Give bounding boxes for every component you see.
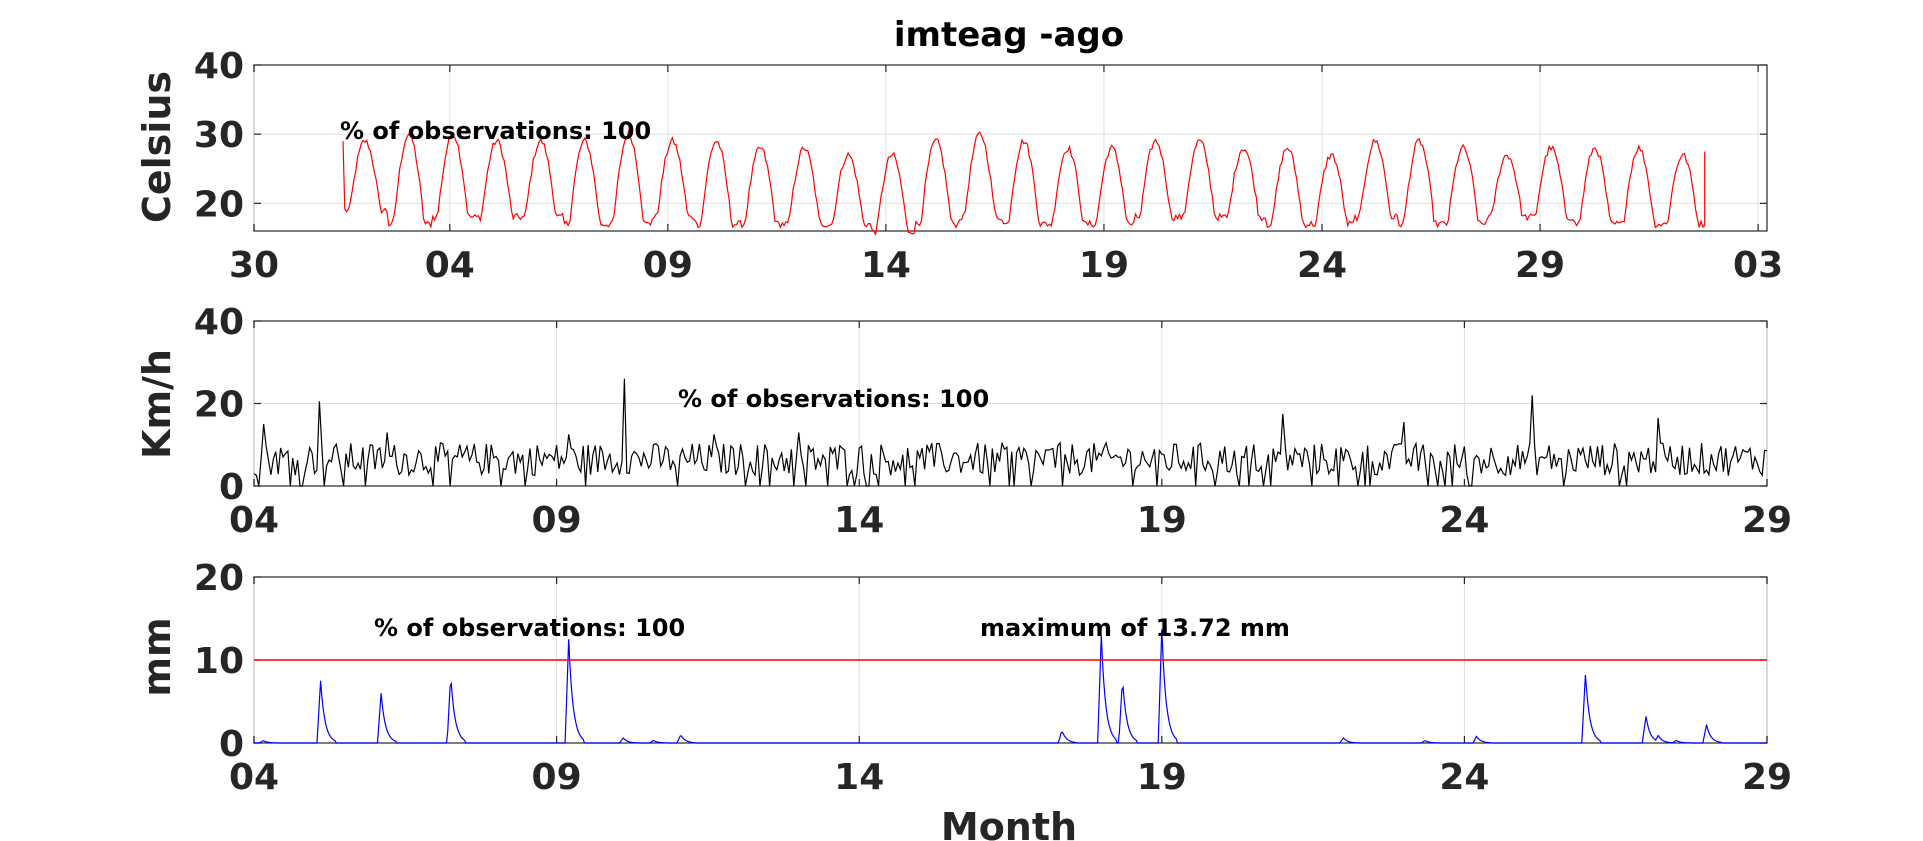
month-xlabel: Month xyxy=(941,805,1077,841)
temperature-x-tick-label: 09 xyxy=(643,245,693,286)
temperature-plot-area: 30 04 09 14 19 24 29 03 20 30 40 xyxy=(194,46,1783,286)
temperature-x-tick-label: 14 xyxy=(861,245,911,286)
precipitation-x-tick-label: 09 xyxy=(532,757,582,798)
precipitation-y-tick-label: 0 xyxy=(219,724,244,765)
precipitation-x-tick-label: 19 xyxy=(1137,757,1187,798)
temperature-x-tick-label: 24 xyxy=(1297,245,1347,286)
temperature-x-tick-label: 30 xyxy=(229,245,279,286)
precipitation-observations-label: % of observations: 100 xyxy=(374,614,685,642)
precipitation-x-tick-label: 29 xyxy=(1742,757,1792,798)
wind-series-line xyxy=(253,378,1768,487)
wind-x-tick-label: 09 xyxy=(532,500,582,541)
wind-y-tick-label: 20 xyxy=(194,385,244,426)
temperature-observations-label: % of observations: 100 xyxy=(340,117,651,145)
temperature-x-tick-label: 04 xyxy=(425,245,475,286)
wind-x-tick-label: 24 xyxy=(1439,500,1489,541)
wind-plot-area: 04 09 14 19 24 29 0 20 40 xyxy=(194,302,1792,541)
temperature-series-line xyxy=(342,129,1706,236)
wind-x-tick-label: 29 xyxy=(1742,500,1792,541)
wind-observations-label: % of observations: 100 xyxy=(678,385,989,413)
precipitation-x-tick-label: 14 xyxy=(834,757,884,798)
precipitation-plot-area: 04 09 14 19 24 29 0 10 20 xyxy=(194,558,1792,798)
precipitation-x-tick-label: 04 xyxy=(229,757,279,798)
precipitation-y-tick-label: 20 xyxy=(194,558,244,599)
precipitation-series-line xyxy=(254,629,1767,744)
wind-y-tick-label: 0 xyxy=(219,467,244,508)
wind-x-tick-label: 19 xyxy=(1137,500,1187,541)
temperature-x-tick-label: 03 xyxy=(1733,245,1783,286)
temperature-y-tick-label: 40 xyxy=(194,46,244,87)
temperature-ylabel: Celsius xyxy=(135,71,179,223)
precipitation-x-tick-label: 24 xyxy=(1439,757,1489,798)
temperature-y-tick-label: 30 xyxy=(194,115,244,156)
wind-ylabel: Km/h xyxy=(135,349,179,459)
precipitation-panel: 04 09 14 19 24 29 0 10 20 mm % of observations: … xyxy=(135,558,1792,798)
figure-title: imteag -ago xyxy=(894,15,1124,55)
temperature-x-tick-label: 29 xyxy=(1515,245,1565,286)
precipitation-y-tick-label: 10 xyxy=(194,641,244,682)
wind-x-tick-label: 14 xyxy=(834,500,884,541)
wind-x-tick-label: 04 xyxy=(229,500,279,541)
temperature-y-tick-label: 20 xyxy=(194,184,244,225)
temperature-x-tick-label: 19 xyxy=(1079,245,1129,286)
precipitation-ylabel: mm xyxy=(135,617,179,696)
wind-panel: 04 09 14 19 24 29 0 20 40 Km/h % of observations… xyxy=(135,302,1792,541)
temperature-panel: 30 04 09 14 19 24 29 03 20 30 40 Celsius % of obse… xyxy=(135,46,1783,286)
precipitation-maximum-label: maximum of 13.72 mm xyxy=(980,614,1290,642)
wind-y-tick-label: 40 xyxy=(194,302,244,343)
